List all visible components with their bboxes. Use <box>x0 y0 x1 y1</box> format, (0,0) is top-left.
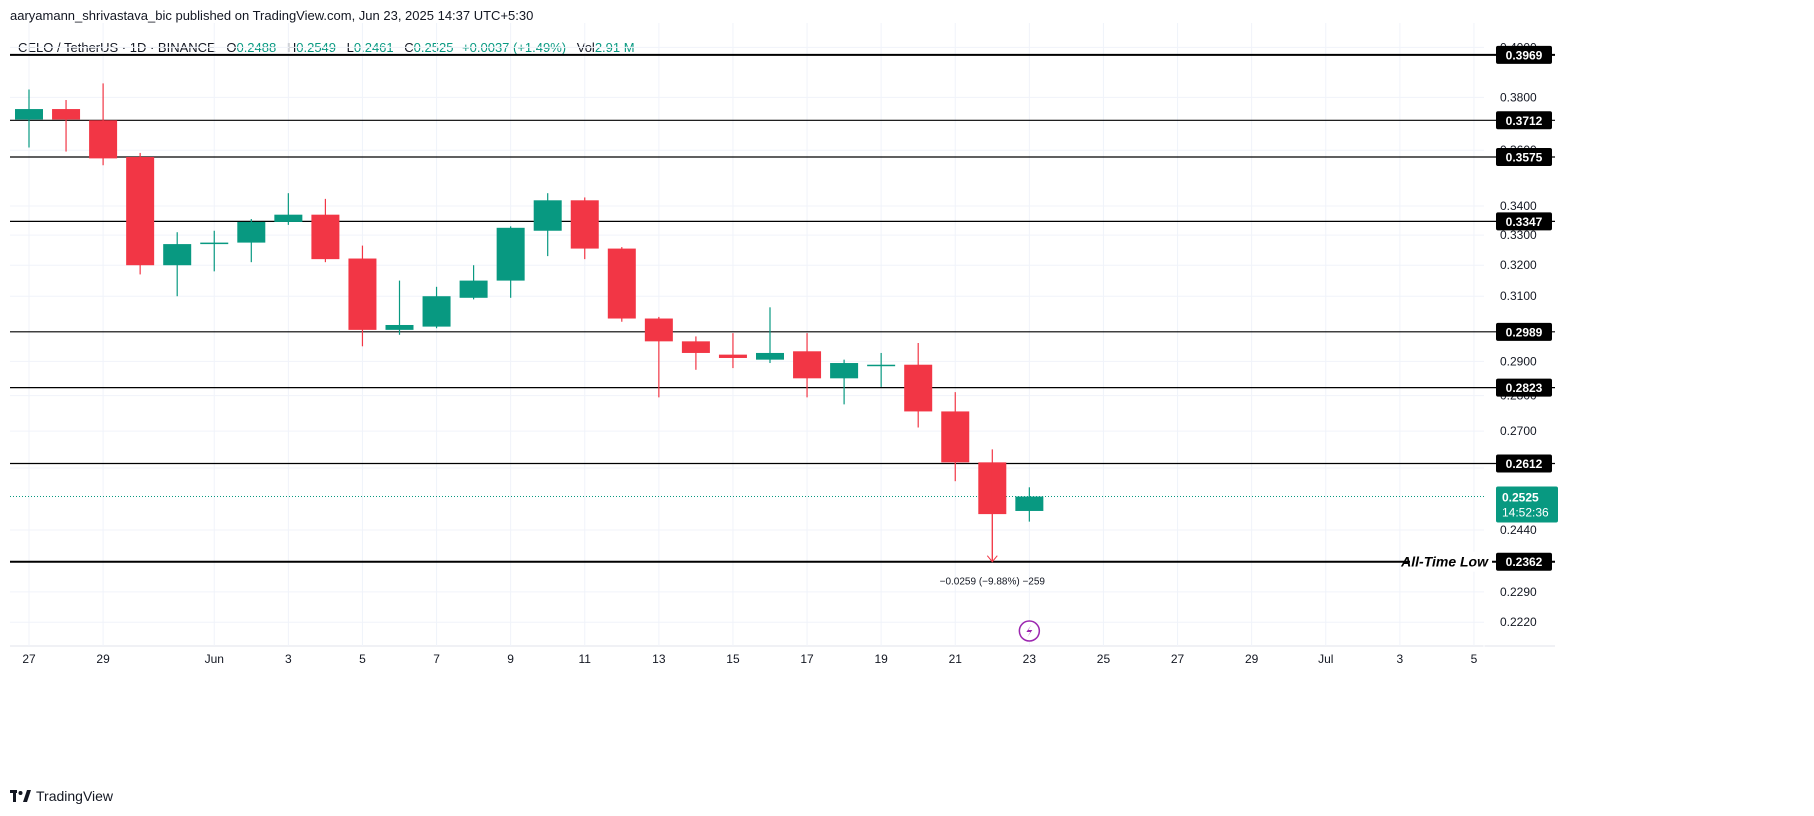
measure-label: −0.0259 (−9.88%) −259 <box>940 577 1046 588</box>
y-tick-label: 0.2220 <box>1500 615 1537 629</box>
candle-body <box>793 351 822 379</box>
x-tick-label: 7 <box>433 652 440 666</box>
y-tick-label: 0.3200 <box>1500 258 1537 272</box>
candles <box>15 83 1044 562</box>
candle-body <box>644 318 673 342</box>
candle-body <box>607 248 636 319</box>
lightning-icon <box>1026 625 1033 637</box>
candle-body <box>385 324 414 330</box>
price-level-tag <box>1496 322 1552 341</box>
candle-body <box>89 120 118 159</box>
candle-body <box>274 214 303 222</box>
price-level-label: 0.3575 <box>1506 151 1543 165</box>
price-levels: All-Time Low <box>10 53 1555 572</box>
x-tick-label: 29 <box>1245 652 1259 666</box>
y-tick-label: 0.3100 <box>1500 289 1537 303</box>
price-level-label: 0.3347 <box>1506 215 1543 229</box>
candle-body <box>718 354 747 358</box>
candle-body <box>348 258 377 330</box>
candle-body <box>200 242 229 245</box>
x-tick-label: 13 <box>652 652 666 666</box>
candle-body <box>681 341 710 353</box>
x-tick-label: 29 <box>96 652 110 666</box>
x-tick-label: 3 <box>1397 652 1404 666</box>
x-tick-label: 11 <box>579 652 592 666</box>
ohlc-legend: CELO / TetherUS · 1D · BINANCE O0.2488 H… <box>18 40 635 55</box>
candle-body <box>1015 496 1044 511</box>
tradingview-logo[interactable]: TradingView <box>10 788 113 804</box>
price-level-tag <box>1496 552 1552 571</box>
y-tick-label: 0.3300 <box>1500 228 1537 242</box>
candle-body <box>163 244 192 266</box>
x-tick-label: Jun <box>205 652 224 666</box>
x-tick-label: 19 <box>874 652 888 666</box>
y-tick-label: 0.2290 <box>1500 585 1537 599</box>
countdown-label: 14:52:36 <box>1502 506 1549 520</box>
x-axis: 27 29 Jun 3 5 7 9 11 13 15 17 19 21 23 25 27 29 Jul 3 5 <box>22 652 1477 666</box>
candle-body <box>867 364 896 367</box>
price-level-tag <box>1496 148 1552 167</box>
y-tick-label: 0.2700 <box>1500 424 1537 438</box>
candle-body <box>126 157 155 266</box>
x-tick-label: Jul <box>1318 652 1333 666</box>
x-tick-label: 17 <box>800 652 814 666</box>
candle-body <box>15 109 43 120</box>
candle-body <box>237 221 266 243</box>
price-level-tag <box>1496 111 1552 130</box>
candle-body <box>422 296 451 327</box>
price-level-label: 0.2823 <box>1506 381 1543 395</box>
candle-body <box>311 214 340 260</box>
x-tick-label: 23 <box>1023 652 1037 666</box>
price-level-tag <box>1496 45 1552 64</box>
x-tick-label: 27 <box>22 652 36 666</box>
price-level-tag <box>1496 212 1552 231</box>
tradingview-logo-icon <box>10 790 31 802</box>
annotation-bg <box>1410 551 1492 572</box>
annotations: −0.0259 (−9.88%) −259 <box>940 463 1046 642</box>
candle-body <box>570 200 599 249</box>
candle-body <box>459 280 488 298</box>
price-level-label: 0.2612 <box>1506 457 1543 471</box>
candle-body <box>756 352 784 360</box>
price-level-label: 0.3712 <box>1506 114 1543 128</box>
publisher-line: aaryamann_shrivastava_bic published on T… <box>10 8 534 23</box>
grid <box>10 22 1555 670</box>
y-tick-label: 0.3400 <box>1500 199 1537 213</box>
price-level-label: 0.3969 <box>1506 48 1543 62</box>
candle-body <box>830 363 859 379</box>
price-level-tag <box>1496 378 1552 397</box>
x-tick-label: 27 <box>1171 652 1185 666</box>
price-level-label: 0.2989 <box>1506 325 1543 339</box>
tradingview-brand-text: TradingView <box>36 788 114 804</box>
measure-arrowhead <box>986 555 998 563</box>
x-tick-label: 9 <box>507 652 514 666</box>
candle-body <box>941 411 970 463</box>
all-time-low-label: All-Time Low <box>1400 554 1489 570</box>
y-tick-label: 0.2440 <box>1500 523 1537 537</box>
x-tick-label: 3 <box>285 652 292 666</box>
price-level-label: 0.2362 <box>1506 555 1543 569</box>
candle-body <box>52 109 81 120</box>
x-tick-label: 5 <box>359 652 366 666</box>
candle-body <box>904 364 933 412</box>
x-tick-label: 25 <box>1097 652 1111 666</box>
x-tick-label: 21 <box>949 652 963 666</box>
y-tick-label: 0.2900 <box>1500 354 1537 368</box>
y-tick-label: 0.3800 <box>1500 90 1537 104</box>
candle-body <box>533 200 562 231</box>
price-level-tag <box>1496 454 1552 473</box>
candle-body <box>496 227 525 281</box>
current-price-label: 0.2525 <box>1502 491 1539 505</box>
x-tick-label: 15 <box>726 652 740 666</box>
current-price-tag <box>1496 486 1558 523</box>
x-tick-label: 5 <box>1471 652 1478 666</box>
y-axis[interactable]: 0.40000.38000.36000.34000.33000.32000.31… <box>1496 40 1558 629</box>
